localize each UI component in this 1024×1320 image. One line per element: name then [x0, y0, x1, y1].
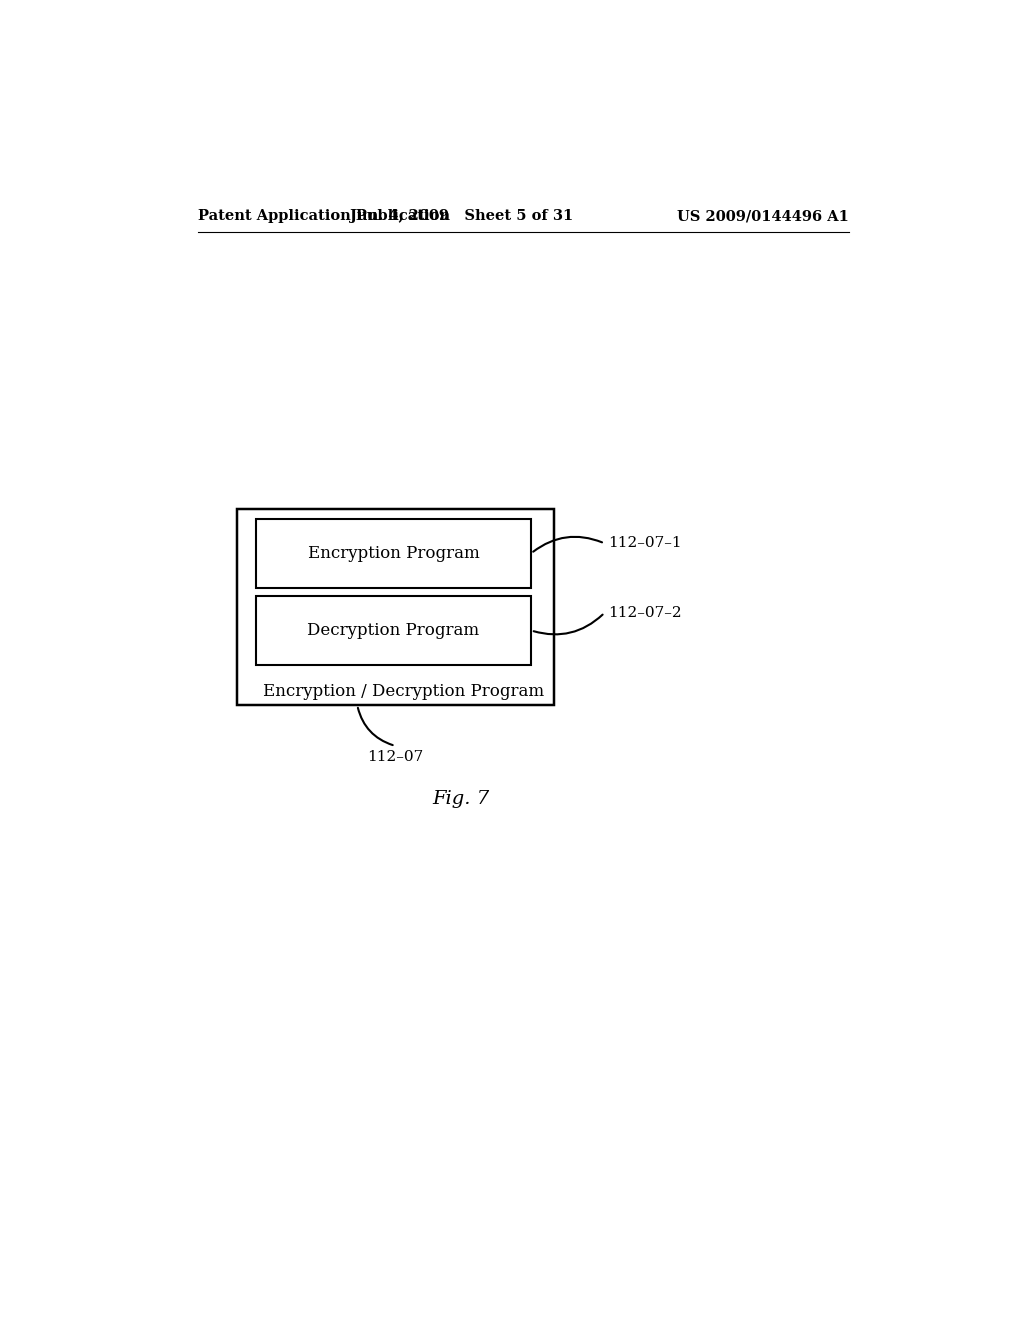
Text: Patent Application Publication: Patent Application Publication — [198, 209, 450, 223]
Text: 112–07: 112–07 — [368, 750, 424, 764]
Text: Encryption / Decryption Program: Encryption / Decryption Program — [262, 682, 544, 700]
Text: Decryption Program: Decryption Program — [307, 622, 479, 639]
Bar — [237, 508, 554, 705]
Text: Encryption Program: Encryption Program — [307, 545, 479, 562]
Text: Fig. 7: Fig. 7 — [433, 789, 489, 808]
Bar — [256, 595, 531, 665]
Bar — [256, 519, 531, 589]
Text: US 2009/0144496 A1: US 2009/0144496 A1 — [677, 209, 849, 223]
Text: Jun. 4, 2009   Sheet 5 of 31: Jun. 4, 2009 Sheet 5 of 31 — [349, 209, 572, 223]
Text: 112–07–2: 112–07–2 — [608, 606, 682, 619]
Text: 112–07–1: 112–07–1 — [608, 536, 682, 550]
